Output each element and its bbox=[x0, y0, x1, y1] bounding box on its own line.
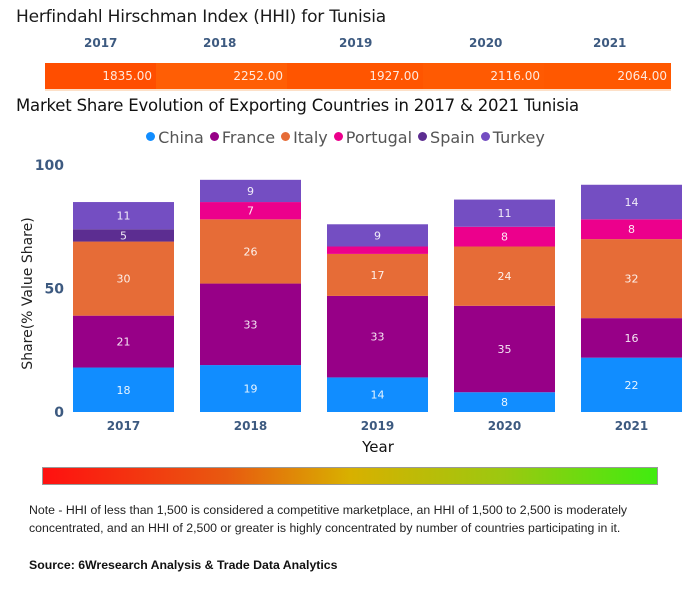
bar-segment-italy bbox=[327, 253, 428, 296]
legend-label: Portugal bbox=[345, 128, 413, 147]
data-label: 11 bbox=[117, 210, 131, 223]
bar-segment-france bbox=[581, 318, 682, 358]
legend-dot-icon bbox=[480, 132, 490, 141]
bar-segment-italy bbox=[454, 246, 555, 306]
legend-dot-icon bbox=[418, 132, 428, 141]
data-label: 9 bbox=[374, 229, 381, 242]
legend-label: Italy bbox=[293, 128, 328, 147]
legend-label: France bbox=[221, 128, 276, 147]
data-label: 24 bbox=[498, 270, 512, 283]
bar-segment-turkey bbox=[200, 179, 301, 203]
legend-item-portugal[interactable]: Portugal bbox=[333, 128, 413, 147]
legend-item-spain[interactable]: Spain bbox=[418, 128, 475, 147]
legend-dot-icon bbox=[146, 132, 156, 141]
data-label: 32 bbox=[625, 273, 639, 286]
source-text: Source: 6Wresearch Analysis & Trade Data… bbox=[29, 558, 338, 572]
y-axis-label: Share(% Value Share) bbox=[20, 217, 36, 369]
legend-item-turkey[interactable]: Turkey bbox=[480, 128, 545, 147]
bar-segment-italy bbox=[73, 241, 174, 316]
legend-label: China bbox=[158, 128, 204, 147]
bar-segment-china bbox=[200, 365, 301, 412]
legend-dot-icon bbox=[209, 132, 219, 141]
hhi-value: 1927.00 bbox=[287, 63, 423, 89]
bar-segment-france bbox=[327, 295, 428, 378]
bar-segment-portugal bbox=[327, 246, 428, 254]
data-label: 21 bbox=[117, 336, 131, 349]
bar-segment-france bbox=[73, 315, 174, 368]
legend-label: Turkey bbox=[492, 128, 545, 147]
data-label: 9 bbox=[247, 185, 254, 198]
bar-segment-china bbox=[327, 377, 428, 412]
y-tick-label: 0 bbox=[54, 405, 64, 421]
data-label: 8 bbox=[501, 231, 508, 244]
data-label: 18 bbox=[117, 384, 131, 397]
bar-segment-turkey bbox=[73, 202, 174, 230]
bar-segment-italy bbox=[581, 239, 682, 319]
data-label: 35 bbox=[498, 343, 512, 356]
data-label: 19 bbox=[244, 383, 258, 396]
hhi-year: 2018 bbox=[203, 36, 237, 50]
legend-item-italy[interactable]: Italy bbox=[281, 128, 328, 147]
chart-title: Market Share Evolution of Exporting Coun… bbox=[16, 96, 579, 115]
legend-item-china[interactable]: China bbox=[146, 128, 204, 147]
bar-segment-china bbox=[73, 367, 174, 412]
legend-label: Spain bbox=[430, 128, 475, 147]
hhi-value: 2252.00 bbox=[156, 63, 287, 89]
data-label: 7 bbox=[247, 205, 254, 218]
bar-segment-turkey bbox=[581, 184, 682, 220]
legend-dot-icon bbox=[281, 132, 291, 141]
hhi-year: 2017 bbox=[84, 36, 118, 50]
bar-segment-france bbox=[454, 305, 555, 393]
bar-segment-italy bbox=[200, 219, 301, 284]
chart-legend: China France Italy Portugal Spain Turkey bbox=[0, 128, 691, 147]
data-label: 8 bbox=[628, 223, 635, 236]
bar-segment-portugal bbox=[454, 226, 555, 247]
bar-segment-turkey bbox=[454, 199, 555, 227]
data-label: 14 bbox=[371, 389, 385, 402]
x-tick-label: 2018 bbox=[234, 419, 267, 433]
hhi-value: 1835.00 bbox=[45, 63, 156, 89]
data-label: 30 bbox=[117, 273, 131, 286]
data-label: 16 bbox=[625, 332, 639, 345]
hhi-year-header: 2017 2018 2019 2020 2021 bbox=[44, 36, 670, 54]
hhi-year: 2020 bbox=[469, 36, 503, 50]
bar-segment-china bbox=[581, 357, 682, 412]
x-tick-label: 2021 bbox=[615, 419, 648, 433]
data-label: 8 bbox=[501, 396, 508, 409]
hhi-color-scale-bar bbox=[42, 467, 658, 485]
x-axis-label: Year bbox=[361, 438, 395, 456]
bar-segment-portugal bbox=[581, 219, 682, 240]
bar-segment-turkey bbox=[327, 224, 428, 247]
hhi-value-strip: 1835.00 2252.00 1927.00 2116.00 2064.00 bbox=[45, 63, 671, 91]
legend-dot-icon bbox=[333, 132, 343, 141]
bar-segment-portugal bbox=[200, 202, 301, 220]
data-label: 5 bbox=[120, 229, 127, 242]
legend-item-france[interactable]: France bbox=[209, 128, 276, 147]
data-label: 11 bbox=[498, 207, 512, 220]
bar-segment-france bbox=[200, 283, 301, 366]
hhi-value: 2116.00 bbox=[423, 63, 544, 89]
hhi-value: 2064.00 bbox=[544, 63, 671, 89]
bar-segment-china bbox=[454, 392, 555, 412]
hhi-year: 2021 bbox=[593, 36, 627, 50]
data-label: 33 bbox=[371, 331, 385, 344]
note-text: Note - HHI of less than 1,500 is conside… bbox=[29, 503, 628, 535]
y-tick-label: 50 bbox=[45, 282, 65, 298]
stacked-bar-chart: 0 50 100 Share(% Value Share) 18 21 30 5 11 2017 1… bbox=[20, 158, 682, 456]
x-tick-label: 2020 bbox=[488, 419, 521, 433]
hhi-title: Herfindahl Hirschman Index (HHI) for Tun… bbox=[16, 7, 386, 27]
y-tick-label: 100 bbox=[35, 158, 64, 174]
hhi-year: 2019 bbox=[339, 36, 373, 50]
x-tick-label: 2019 bbox=[361, 419, 394, 433]
x-tick-label: 2017 bbox=[107, 419, 140, 433]
data-label: 14 bbox=[625, 196, 639, 209]
data-label: 33 bbox=[244, 318, 258, 331]
data-label: 26 bbox=[244, 245, 258, 258]
data-label: 17 bbox=[371, 269, 385, 282]
data-label: 22 bbox=[625, 379, 639, 392]
bar-segment-spain bbox=[73, 229, 174, 242]
